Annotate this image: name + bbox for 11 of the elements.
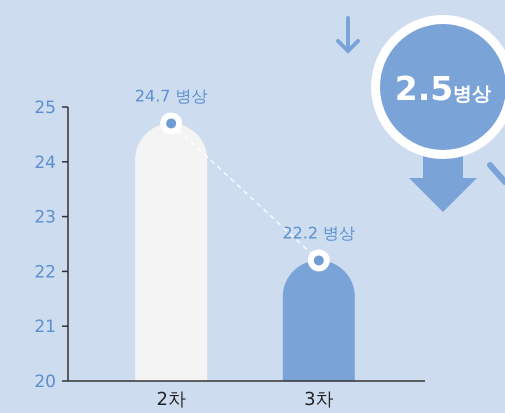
data-label: 24.7 병상: [134, 86, 208, 106]
y-tick-label: 20: [34, 372, 56, 392]
y-tick-label: 25: [34, 98, 56, 118]
y-tick-label: 22: [34, 262, 56, 282]
x-tick-label: 3차: [304, 389, 334, 410]
x-tick-label: 2차: [156, 389, 186, 410]
y-tick-label: 21: [34, 317, 56, 338]
y-tick-label: 24: [34, 152, 56, 173]
data-label: 22.2 병상: [282, 223, 356, 242]
y-tick-label: 23: [34, 208, 56, 228]
annotation: 2.5병상: [394, 69, 492, 108]
